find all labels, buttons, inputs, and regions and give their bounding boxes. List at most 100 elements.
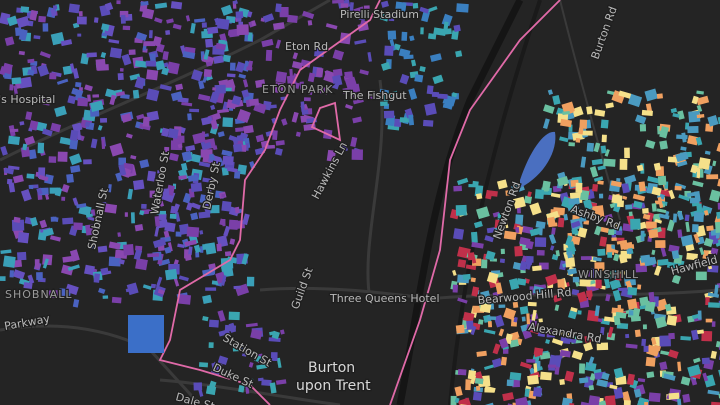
building	[368, 93, 377, 100]
building	[383, 92, 394, 102]
building	[484, 385, 496, 393]
building	[62, 255, 74, 263]
building	[685, 221, 690, 233]
building	[246, 378, 254, 385]
building	[616, 230, 623, 236]
building	[481, 259, 488, 269]
building	[575, 138, 581, 143]
building	[513, 316, 518, 323]
building	[210, 119, 219, 130]
building	[503, 345, 509, 354]
building	[87, 216, 96, 222]
building	[695, 271, 707, 281]
building	[523, 195, 533, 204]
building	[621, 182, 630, 194]
building	[705, 318, 713, 323]
building	[671, 250, 680, 260]
building	[717, 202, 720, 210]
building	[221, 275, 227, 286]
building	[512, 196, 526, 209]
building	[560, 118, 572, 128]
building	[617, 287, 629, 292]
building	[143, 41, 156, 47]
road	[0, 0, 331, 162]
building	[198, 80, 205, 90]
building	[134, 60, 148, 68]
building	[689, 197, 700, 204]
building	[84, 264, 95, 276]
building	[315, 67, 324, 78]
building	[292, 73, 298, 80]
building	[100, 267, 109, 274]
building	[588, 356, 595, 367]
building	[688, 110, 701, 123]
building	[484, 235, 494, 243]
building	[9, 84, 14, 91]
building	[148, 30, 153, 39]
building	[275, 140, 285, 146]
building	[62, 217, 74, 225]
building	[616, 239, 628, 245]
place-label: WINSHILL	[578, 268, 639, 281]
building	[568, 142, 575, 147]
building	[228, 31, 234, 36]
building	[146, 170, 156, 182]
building	[651, 186, 662, 196]
building	[552, 94, 561, 105]
building	[491, 357, 503, 368]
building	[272, 22, 285, 31]
building	[704, 150, 711, 155]
building	[384, 45, 394, 56]
building	[526, 359, 536, 363]
building	[134, 76, 146, 90]
building	[270, 352, 278, 362]
building	[600, 145, 607, 154]
building	[534, 237, 547, 247]
building	[0, 249, 12, 255]
building	[587, 295, 592, 301]
building	[625, 280, 633, 290]
building	[358, 15, 366, 21]
building	[645, 221, 657, 229]
building	[28, 127, 33, 132]
building	[545, 273, 559, 286]
building	[198, 161, 211, 168]
building	[383, 110, 395, 119]
building	[272, 130, 278, 140]
building	[130, 212, 135, 224]
building	[159, 188, 170, 200]
building	[154, 226, 160, 237]
building	[354, 39, 367, 45]
building	[217, 108, 229, 114]
building	[546, 331, 557, 336]
building	[28, 185, 34, 190]
water	[520, 131, 556, 188]
building	[299, 81, 305, 90]
building	[49, 72, 57, 80]
building	[223, 225, 231, 237]
building	[150, 283, 156, 289]
building	[462, 311, 475, 323]
building	[567, 267, 578, 276]
building	[454, 386, 463, 397]
building	[0, 145, 8, 156]
building	[634, 114, 647, 125]
building	[119, 68, 124, 72]
building	[226, 256, 238, 264]
building	[450, 395, 457, 405]
building	[221, 200, 232, 212]
building	[593, 142, 601, 153]
building	[228, 219, 239, 230]
building	[455, 324, 465, 334]
building	[90, 138, 98, 149]
building	[548, 233, 557, 245]
building	[178, 175, 187, 180]
building	[515, 396, 529, 405]
building	[39, 219, 48, 229]
building	[641, 338, 647, 347]
building	[500, 248, 505, 255]
building	[499, 258, 506, 264]
building	[86, 52, 97, 58]
building	[639, 124, 647, 132]
building	[515, 401, 522, 405]
